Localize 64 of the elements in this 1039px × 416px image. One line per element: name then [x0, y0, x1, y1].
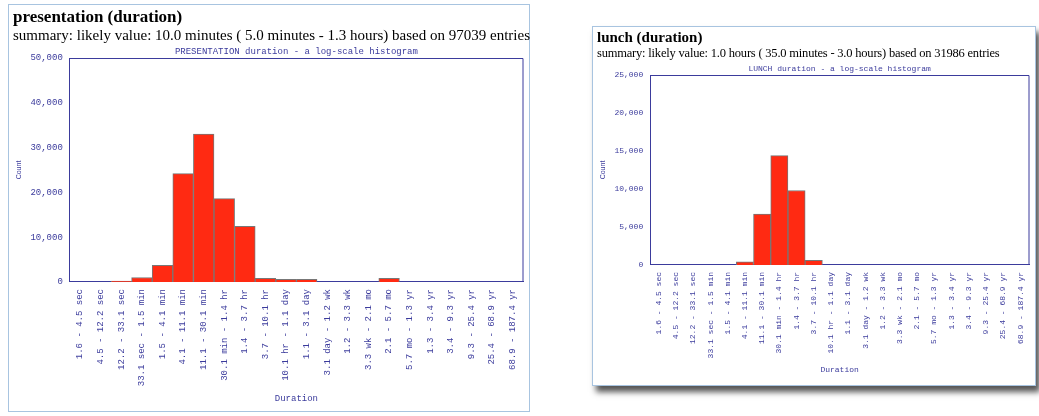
x-tick-label: 3.3 wk - 2.1 mo [894, 271, 904, 344]
x-tick-label: 1.5 - 4.1 min [157, 288, 168, 360]
x-tick-label: 4.5 - 12.2 sec [96, 288, 107, 365]
y-tick-label: 0 [57, 277, 63, 288]
x-tick-label: 33.1 sec - 1.5 min [705, 271, 715, 359]
x-tick-label: 12.2 - 33.1 sec [116, 288, 127, 370]
y-tick-label: 0 [638, 260, 644, 270]
y-tick-label: 20,000 [614, 108, 644, 118]
x-tick-label: 68.9 - 187.4 yr [508, 288, 519, 370]
x-tick-label: 9.3 - 25.4 yr [466, 288, 477, 360]
y-tick-label: 40,000 [30, 98, 63, 109]
x-tick-label: 33.1 sec - 1.5 min [137, 288, 148, 387]
x-tick-label: 2.1 - 5.7 mo [384, 288, 395, 354]
x-tick-label: 4.1 - 11.1 min [178, 288, 189, 365]
x-tick-label: 3.3 wk - 2.1 mo [363, 288, 374, 370]
x-tick-label: 4.5 - 12.2 sec [671, 271, 681, 340]
x-tick-label: 1.4 - 3.7 hr [240, 288, 251, 354]
x-tick-label: 1.1 - 3.1 day [843, 271, 853, 335]
x-tick-label: 1.2 - 3.3 wk [343, 288, 354, 354]
x-tick-label: 10.1 hr - 1.1 day [826, 271, 836, 354]
x-tick-label: 25.4 - 68.9 yr [998, 271, 1008, 340]
x-tick-label: 1.6 - 4.5 sec [653, 271, 663, 335]
x-tick-label: 3.4 - 9.3 yr [446, 288, 457, 354]
x-tick-label: 1.2 - 3.3 wk [877, 271, 887, 330]
x-tick-label: 3.1 day - 1.2 wk [322, 288, 333, 376]
y-tick-label: 10,000 [614, 184, 644, 194]
y-tick-label: 25,000 [614, 70, 644, 80]
x-tick-label: 4.1 - 11.1 min [740, 271, 750, 340]
x-tick-label: 3.7 - 10.1 hr [808, 271, 818, 335]
x-tick-label: 1.3 - 3.4 yr [946, 271, 956, 330]
x-tick-label: 12.2 - 33.1 sec [688, 271, 698, 344]
x-tick-label: 30.1 min - 1.4 hr [774, 271, 784, 354]
chart-title: lunch (duration) [597, 29, 703, 45]
x-tick-label: 10.1 hr - 1.1 day [281, 288, 292, 381]
x-axis-title: Duration [820, 365, 859, 375]
x-tick-label: 3.1 day - 1.2 wk [860, 271, 870, 349]
x-tick-label: 25.4 - 68.9 yr [487, 288, 498, 365]
chart-subtitle: summary: likely value: 10.0 minutes ( 5.0 minutes - 1.3 hours) based on 97039 entries [13, 27, 531, 44]
x-tick-label: 11.1 - 30.1 min [757, 271, 767, 344]
y-tick-label: 50,000 [30, 53, 63, 64]
y-tick-label: 15,000 [614, 146, 644, 156]
y-tick-label: 20,000 [30, 187, 63, 198]
x-tick-label: 3.4 - 9.3 yr [963, 271, 973, 330]
x-tick-label: 1.6 - 4.5 sec [75, 288, 86, 360]
x-tick-label: 1.1 - 3.1 day [302, 288, 313, 360]
x-tick-label: 5.7 mo - 1.3 yr [929, 271, 939, 344]
x-tick-label: 30.1 min - 1.4 hr [219, 288, 230, 381]
x-tick-label: 1.4 - 3.7 hr [791, 271, 801, 330]
y-tick-label: 10,000 [30, 232, 63, 243]
chart-title: presentation (duration) [13, 7, 183, 26]
x-tick-label: 2.1 - 5.7 mo [912, 271, 922, 330]
y-tick-label: 30,000 [30, 142, 63, 153]
text: LUNCH duration - a log-scale histogram [748, 64, 932, 74]
text: PRESENTATION duration - a log-scale histogram [174, 46, 418, 57]
x-tick-label: 11.1 - 30.1 min [199, 288, 210, 370]
x-axis-title: Duration [274, 393, 319, 404]
y-tick-label: 5,000 [619, 222, 644, 232]
chart-subtitle: summary: likely value: 1.0 hours ( 35.0 minutes - 3.0 hours) based on 31986 entries [597, 46, 1001, 61]
x-tick-label: 9.3 - 25.4 yr [981, 271, 991, 335]
x-tick-label: 1.5 - 4.1 min [722, 271, 732, 335]
x-tick-label: 68.9 - 187.4 yr [1015, 271, 1025, 344]
x-tick-label: 5.7 mo - 1.3 yr [405, 288, 416, 370]
x-tick-label: 1.3 - 3.4 yr [425, 288, 436, 354]
x-tick-label: 3.7 - 10.1 hr [260, 288, 271, 360]
